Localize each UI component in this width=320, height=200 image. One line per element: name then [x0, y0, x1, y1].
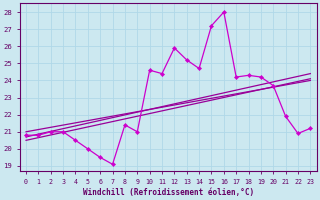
X-axis label: Windchill (Refroidissement éolien,°C): Windchill (Refroidissement éolien,°C)	[83, 188, 254, 197]
